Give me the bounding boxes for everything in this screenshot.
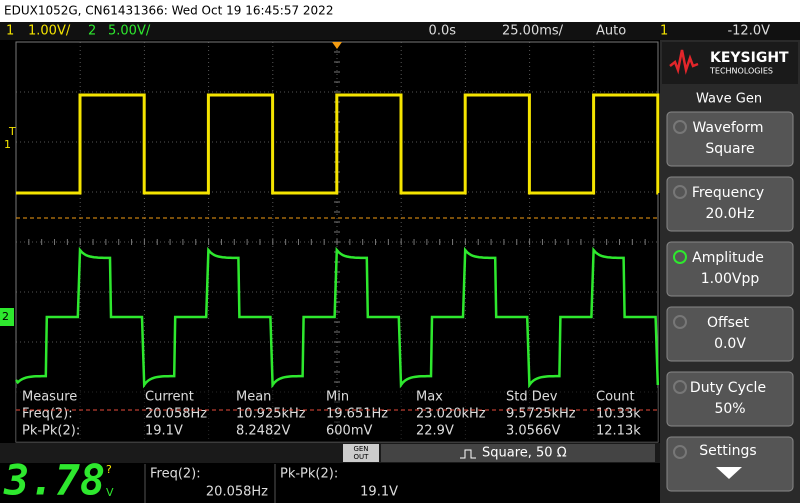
gen-out-label: GEN <box>353 445 368 453</box>
measurement-header: Mean <box>236 390 271 405</box>
softkey-label: Settings <box>699 443 756 459</box>
measurement-cell: 12.13k <box>596 424 641 439</box>
softkey-value: Square <box>705 141 754 157</box>
panel-title: Wave Gen <box>696 92 762 107</box>
softkey-knob-icon <box>673 185 687 199</box>
measurement-cell: Freq(2): <box>22 407 73 422</box>
ch2-marker-box <box>0 308 14 326</box>
ch2-marker: 2 <box>2 310 9 323</box>
square-icon <box>460 449 476 459</box>
softkey-value: 20.0Hz <box>705 206 754 222</box>
softkey-knob-icon <box>673 250 687 264</box>
softkey-label: Waveform <box>692 120 763 136</box>
softkey-knob-icon <box>673 120 687 134</box>
measurement-cell: 10.925kHz <box>236 407 306 422</box>
softkey-knob-icon <box>673 445 687 459</box>
softkey-arrow <box>716 467 742 479</box>
meter-meas-label: Freq(2): <box>150 467 201 482</box>
ch1-label: 1 <box>6 24 14 39</box>
status-bar <box>0 22 660 40</box>
ch2-scale: 5.00V/ <box>108 24 151 39</box>
softkey-knob-icon <box>673 315 687 329</box>
trigger-mode: Auto <box>596 24 626 39</box>
meter-flag: ? <box>106 463 112 476</box>
measurement-cell: Pk-Pk(2): <box>22 424 80 439</box>
softkey[interactable] <box>666 436 794 492</box>
logo-subtext: TECHNOLOGIES <box>709 67 773 76</box>
title-bar <box>0 0 800 22</box>
softkeys: Waveform Square Frequency 20.0Hz Amplitude 1.… <box>666 111 794 492</box>
softkey[interactable] <box>666 241 794 297</box>
softkey[interactable] <box>666 371 794 427</box>
softkey-value: 0.0V <box>714 336 746 352</box>
ch2-label: 2 <box>88 24 96 39</box>
measurement-header: Count <box>596 390 635 405</box>
trigger-source-right: 1 <box>660 24 668 39</box>
ch1-waveform <box>16 93 660 195</box>
trigger-marker: T <box>8 125 16 138</box>
time-scale: 25.00ms/ <box>502 24 564 39</box>
gen-out-button[interactable] <box>343 444 379 462</box>
measurement-header: Current <box>145 390 194 405</box>
gen-status-box <box>381 444 655 462</box>
title-text: EDUX1052G, CN61431366: Wed Oct 19 16:45:… <box>4 4 333 18</box>
measurement-cell: 23.020kHz <box>416 407 486 422</box>
softkey[interactable] <box>666 111 794 167</box>
softkey[interactable] <box>666 176 794 232</box>
measurement-cell: 10.33k <box>596 407 641 422</box>
trigger-level-right: -12.0V <box>727 24 770 39</box>
trigger-position-marker <box>332 42 342 49</box>
measurement-cell: 8.2482V <box>236 424 290 439</box>
meter-meas-label: Pk-Pk(2): <box>280 467 338 482</box>
softkey-label: Amplitude <box>692 250 764 266</box>
measurement-table: Measure Current Mean Min Max Std Dev Count Freq… <box>16 388 658 442</box>
measurement-cell: 3.0566V <box>506 424 560 439</box>
measurement-cell: 19.651Hz <box>326 407 388 422</box>
measurement-cell: 22.9V <box>416 424 454 439</box>
softkey-label: Frequency <box>692 185 764 201</box>
softkey[interactable] <box>666 306 794 362</box>
ch2-waveform <box>15 246 660 389</box>
measurement-header: Measure <box>22 390 77 405</box>
time-offset: 0.0s <box>429 24 457 39</box>
measurement-header: Min <box>326 390 349 405</box>
softkey-value: 1.00Vpp <box>701 271 760 287</box>
measurement-background <box>16 388 658 442</box>
measurement-cell: 600mV <box>326 424 372 439</box>
meter-reading: 3.78 <box>3 456 105 503</box>
measurement-cell: 20.058Hz <box>145 407 207 422</box>
measurement-header: Std Dev <box>506 390 558 405</box>
meter-meas-value: 19.1V <box>360 485 398 500</box>
ch1-scale: 1.00V/ <box>28 24 71 39</box>
measurement-header: Max <box>416 390 443 405</box>
softkey-knob-icon <box>673 380 687 394</box>
status-bar-right <box>660 22 800 40</box>
measurement-cell: 19.1V <box>145 424 183 439</box>
logo-text: KEYSIGHT <box>710 50 789 66</box>
softkey-value: 50% <box>714 401 745 417</box>
logo-icon <box>669 49 699 75</box>
meter-meas-value: 20.058Hz <box>206 485 268 500</box>
gen-out-label: OUT <box>354 453 370 461</box>
measurement-cell: 9.5725kHz <box>506 407 576 422</box>
softkey-label: Offset <box>707 315 750 331</box>
meter-unit: V <box>106 486 114 499</box>
gen-status: Square, 50 Ω <box>482 446 567 461</box>
softkey-label: Duty Cycle <box>690 380 766 396</box>
ch1-marker: 1 <box>4 138 11 151</box>
